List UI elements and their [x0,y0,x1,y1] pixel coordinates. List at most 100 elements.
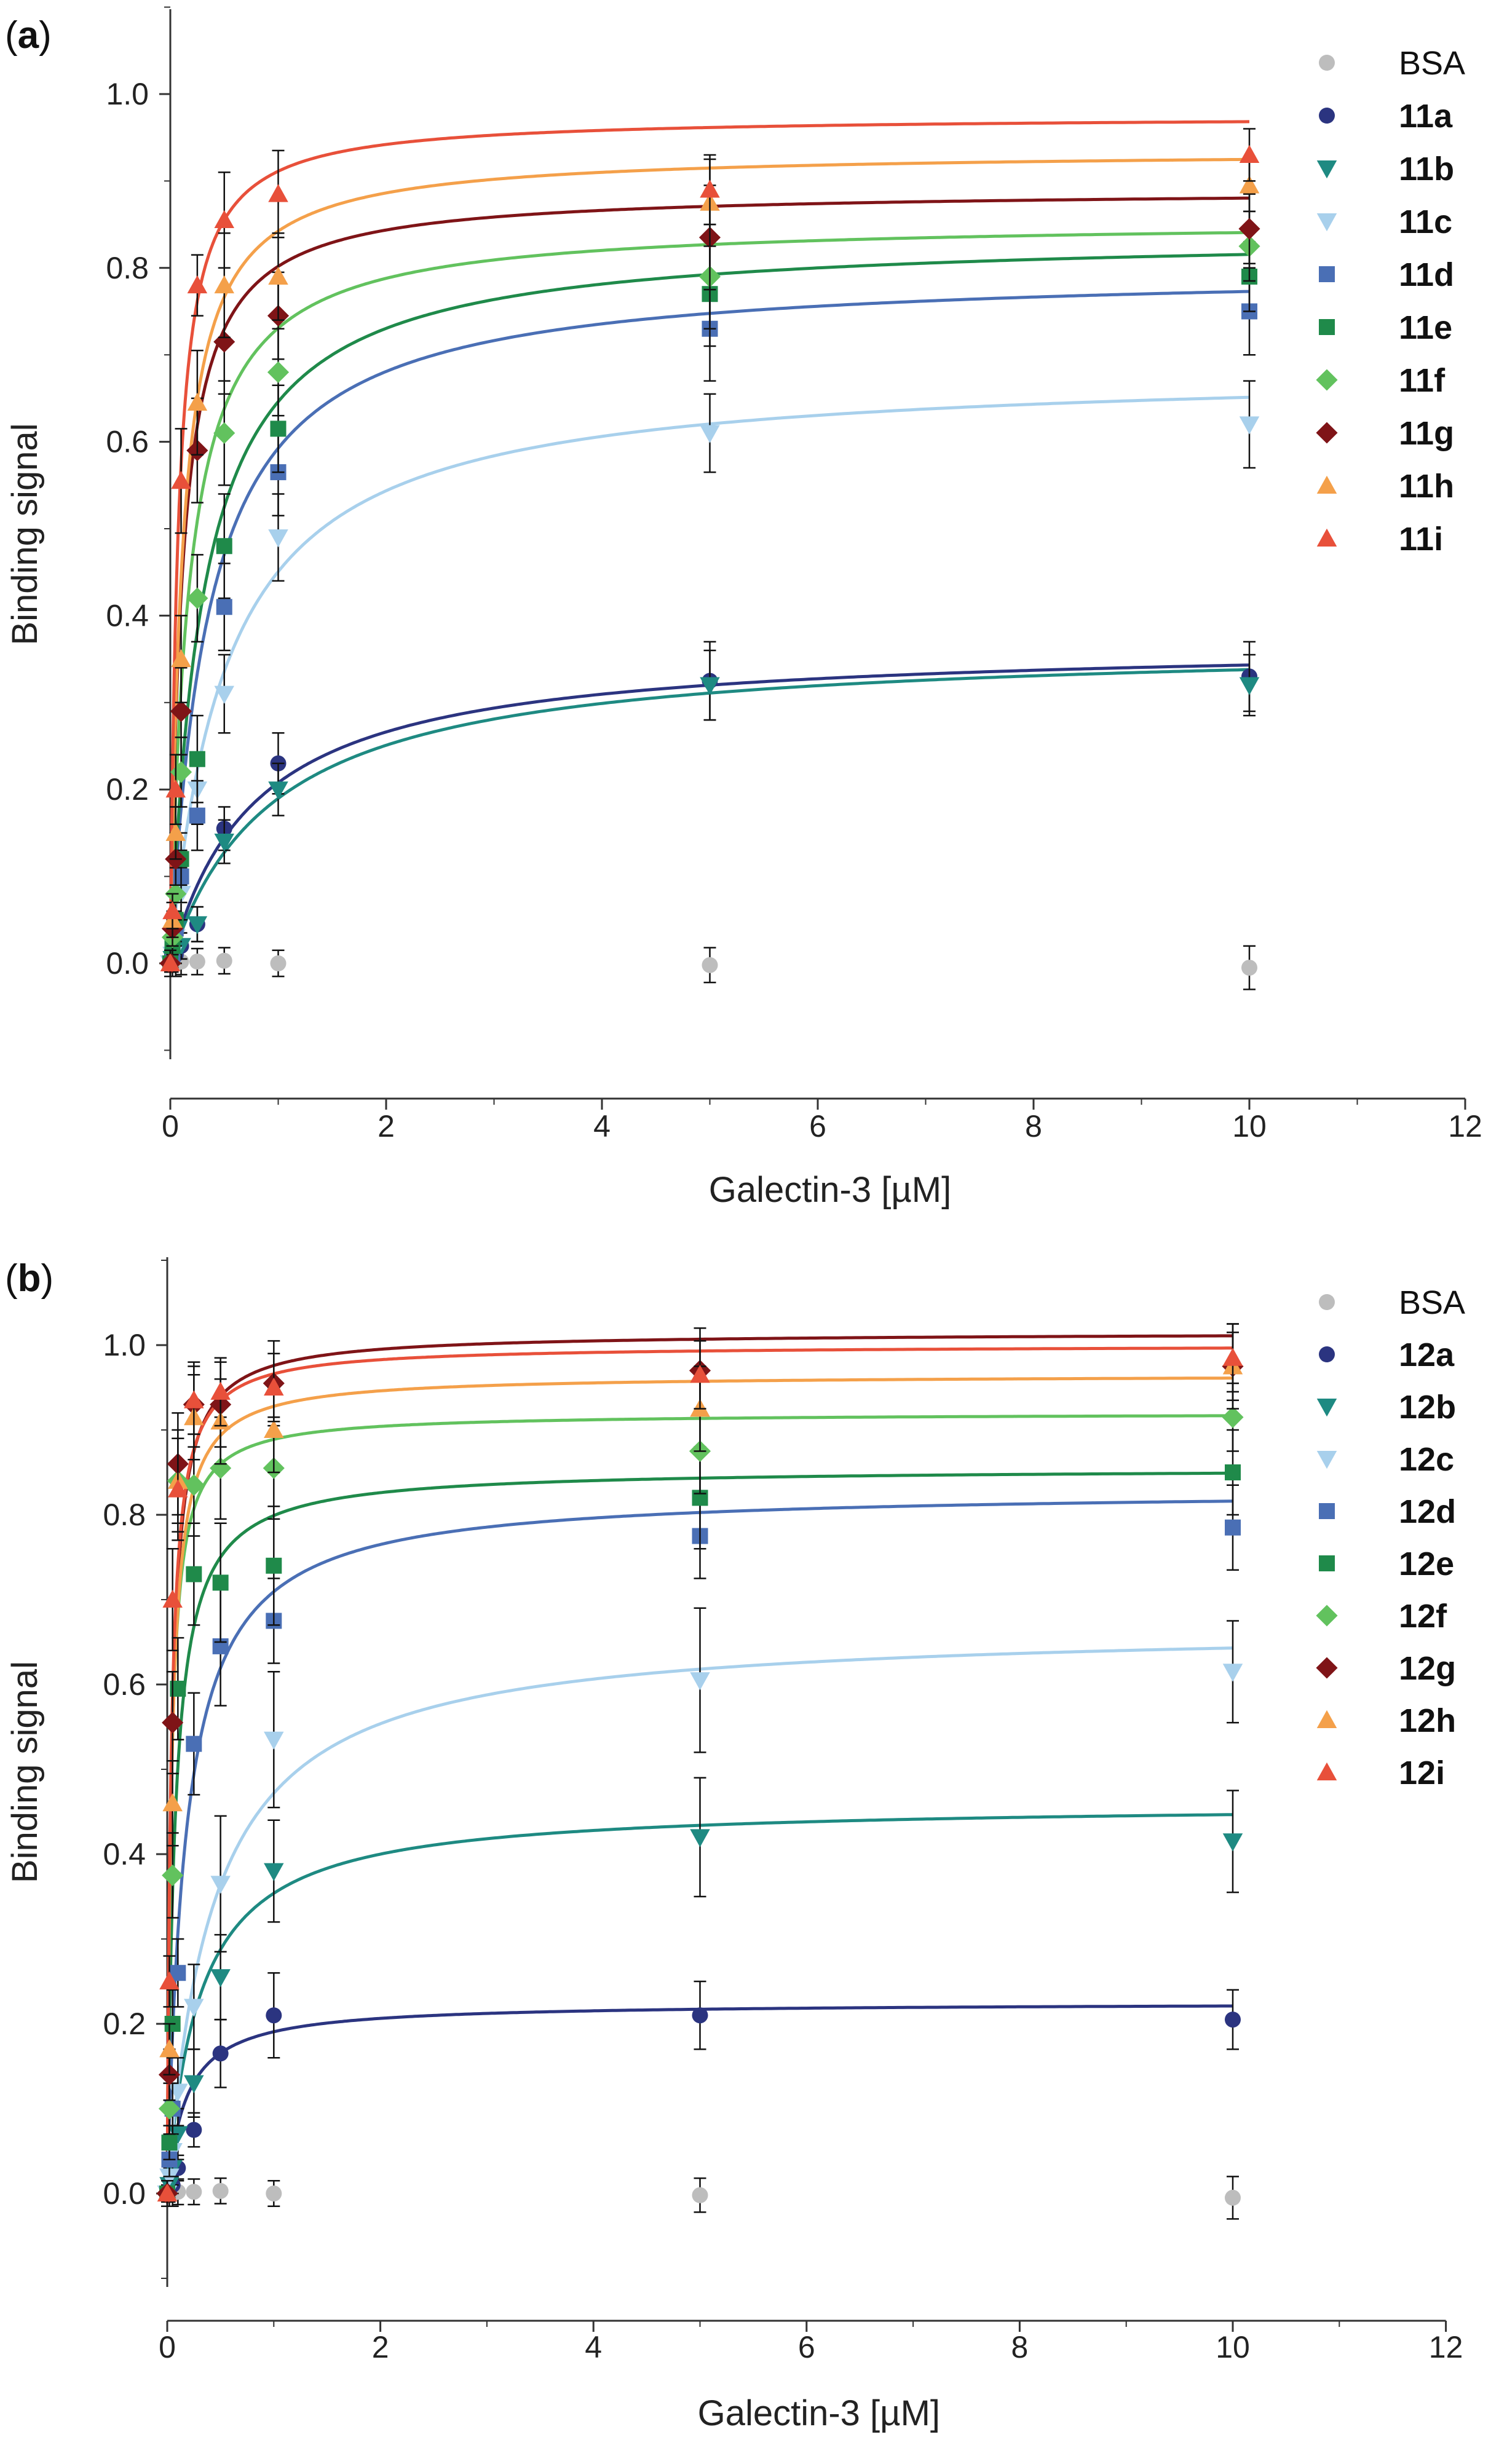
fit-curve-12i [165,1346,1233,2194]
data-point-12e [161,2134,178,2151]
x-tick-label: 10 [1216,2330,1250,2364]
data-point-11g [1238,218,1260,240]
data-point-12i [1222,1348,1243,1366]
data-point-11g [170,700,192,722]
data-point-11d [189,807,205,824]
legend-marker-12d [1319,1503,1335,1519]
legend-label-12f: 12f [1399,1598,1447,1635]
data-point-12b [210,1969,231,1988]
data-point-11b [268,781,288,800]
data-point-12c [210,1876,231,1894]
panel-label: (b) [5,1257,53,1300]
legend-marker-12b [1316,1399,1337,1417]
fit-curve-11h [168,157,1250,963]
data-point-12c [1222,1664,1243,1682]
fit-curve-12e [165,1471,1233,2194]
data-point-12c [264,1731,284,1750]
legend-label-12b: 12b [1399,1389,1456,1426]
data-point-12e [266,1557,282,1574]
data-point-11e [216,538,232,555]
data-point-11i [171,470,191,489]
series-BSA [159,2176,1241,2220]
fit-curve-12a [165,2004,1233,2194]
x-tick-label: 8 [1011,2330,1028,2364]
legend-marker-12i [1316,1762,1337,1780]
series-BSA [162,945,1257,990]
y-axis-title: Binding signal [5,423,45,645]
data-point-12h [159,2039,180,2058]
x-tick-label: 2 [378,1109,395,1143]
legend-marker-11i [1316,528,1337,547]
legend: BSA 12a 12b 12c 12d 12e 12f 12g 12h 12i [1316,1284,1465,1791]
data-point-BSA [186,2184,202,2200]
legend-marker-12c [1316,1451,1337,1469]
legend-marker-11c [1316,213,1337,232]
legend-label-11b: 11b [1399,151,1454,188]
legend-marker-12g [1316,1657,1338,1679]
data-point-11c [1239,416,1260,435]
data-point-12a [212,2045,229,2062]
data-point-11i [214,210,234,229]
y-tick-label: 0.4 [106,598,149,633]
data-point-11i [1239,144,1260,163]
data-point-BSA [266,2186,282,2201]
data-point-12i [690,1365,710,1383]
legend-label-12d: 12d [1399,1493,1456,1530]
y-tick-label: 1.0 [106,77,149,111]
data-point-12i [159,1971,180,1989]
legend-marker-BSA [1319,55,1335,71]
data-point-12i [162,1589,183,1608]
data-point-BSA [692,2187,708,2203]
data-point-11e [270,421,287,437]
data-point-11i [700,180,720,198]
fit-curve-12f [165,1414,1233,2194]
x-tick-label: 10 [1232,1109,1267,1143]
x-tick-label: 6 [809,1109,826,1143]
panel-a: 0.0 0.2 0.4 0.6 0.8 1.0 0 2 4 6 8 10 12 Galectin-3 [µ… [5,6,1482,1210]
data-point-12b [264,1863,284,1881]
data-point-BSA [189,954,205,970]
data-point-11e [189,751,205,767]
fit-curve-11g [168,196,1250,963]
y-tick-label: 0.2 [106,772,149,807]
legend-label-11g: 11g [1399,415,1454,452]
data-point-12d [186,1735,202,1752]
x-tick-label: 12 [1448,1109,1482,1143]
data-point-12i [168,1479,188,1498]
x-tick-label: 2 [372,2330,389,2364]
x-axis-title: Galectin-3 [µM] [698,2393,940,2433]
y-tick-label: 0.6 [103,1667,146,1702]
data-point-11f [267,361,290,384]
data-point-12i [157,2183,178,2201]
y-tick-label: 0.6 [106,425,149,459]
data-point-12b [184,2075,204,2093]
data-point-11h [187,392,208,411]
series-12c [157,1607,1243,2207]
x-tick-label: 4 [585,2330,602,2364]
data-point-12f [210,1457,232,1479]
fit-curve-12d [165,1499,1233,2194]
x-tick-label: 0 [162,1109,179,1143]
data-point-11i [187,275,208,294]
data-point-11b [1239,677,1260,695]
data-point-12b [1222,1833,1243,1852]
legend-label-11a: 11a [1399,98,1453,135]
legend-label-12c: 12c [1399,1441,1454,1478]
legend-label-12g: 12g [1399,1650,1456,1687]
legend-label-11e: 11e [1399,309,1452,346]
data-point-11g [213,331,235,353]
y-axis-title: Binding signal [5,1661,45,1883]
data-point-12f [1222,1406,1244,1428]
data-point-BSA [270,955,287,971]
fit-curve-11e [168,253,1250,963]
data-point-BSA [1241,960,1257,976]
data-point-12g [162,1712,184,1734]
legend-label-12e: 12e [1399,1546,1454,1582]
data-point-11c [214,685,234,704]
y-tick-label: 0.8 [103,1498,146,1532]
legend-label-BSA: BSA [1399,45,1465,82]
y-tick-label: 0.0 [103,2176,146,2211]
x-tick-label: 6 [798,2330,815,2364]
data-point-12a [1225,2012,1241,2028]
